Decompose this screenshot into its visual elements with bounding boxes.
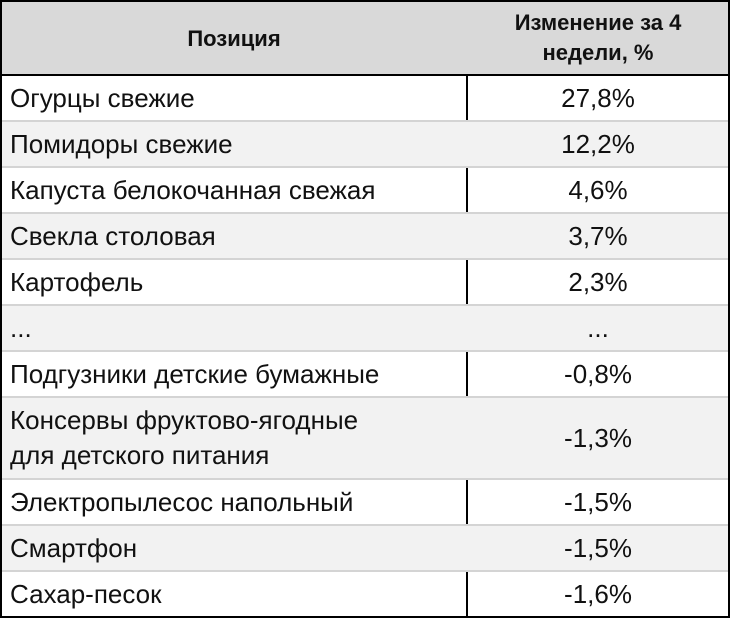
table-row: Консервы фруктово-ягодные для детского п… [2, 398, 728, 480]
row-name: Смартфон [10, 532, 138, 563]
table-row: Смартфон -1,5% [2, 526, 728, 572]
row-value: ... [587, 312, 609, 343]
row-value: 12,2% [561, 128, 635, 159]
table-row: Помидоры свежие 12,2% [2, 122, 728, 168]
row-name: Сахар-песок [10, 578, 162, 609]
row-name: Капуста белокочанная свежая [10, 174, 376, 205]
table-row: Картофель 2,3% [2, 260, 728, 306]
row-value: 2,3% [568, 266, 628, 297]
table-header: Позиция Изменение за 4 недели, % [2, 2, 728, 76]
row-name: Свекла столовая [10, 220, 216, 251]
row-value: 3,7% [568, 220, 628, 251]
row-name-line1: Консервы фруктово-ягодные [10, 405, 359, 435]
row-name: Консервы фруктово-ягодные для детского п… [2, 398, 466, 478]
row-name-line2: для детского питания [10, 440, 270, 470]
row-value: 27,8% [561, 82, 635, 113]
row-name: Электропылесос напольный [10, 486, 354, 517]
header-change: Изменение за 4 недели, % [468, 2, 728, 74]
row-value: -1,5% [564, 532, 632, 563]
table-row: Сахар-песок -1,6% [2, 572, 728, 616]
row-value: 4,6% [568, 174, 628, 205]
row-name: Картофель [10, 266, 144, 297]
table-row: ... ... [2, 306, 728, 352]
row-value: -1,3% [564, 422, 632, 453]
table-row: Свекла столовая 3,7% [2, 214, 728, 260]
table-row: Электропылесос напольный -1,5% [2, 480, 728, 526]
row-name: Помидоры свежие [10, 128, 233, 159]
row-value: -1,5% [564, 486, 632, 517]
table-row: Огурцы свежие 27,8% [2, 76, 728, 122]
row-value: -1,6% [564, 578, 632, 609]
row-name: ... [10, 312, 32, 343]
row-name: Подгузники детские бумажные [10, 358, 380, 389]
row-value: -0,8% [564, 358, 632, 389]
table-row: Капуста белокочанная свежая 4,6% [2, 168, 728, 214]
header-position: Позиция [187, 25, 281, 51]
header-change-line2: недели, % [542, 40, 654, 65]
header-change-line1: Изменение за 4 [514, 10, 682, 35]
row-name: Огурцы свежие [10, 82, 195, 113]
table-row: Подгузники детские бумажные -0,8% [2, 352, 728, 398]
